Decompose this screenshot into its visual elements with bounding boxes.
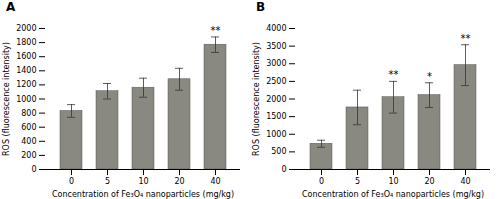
html-text:B: B xyxy=(256,0,266,14)
svg-text:400: 400 xyxy=(21,137,36,146)
svg-text:20: 20 xyxy=(424,177,434,186)
svg-text:800: 800 xyxy=(21,109,36,118)
svg-text:Concentration of Fe₃O₄ nanopar: Concentration of Fe₃O₄ nanoparticles (mg… xyxy=(302,190,484,199)
svg-text:**: ** xyxy=(461,33,471,44)
svg-text:ROS (fluorescence intensity): ROS (fluorescence intensity) xyxy=(252,42,261,156)
svg-text:5: 5 xyxy=(105,177,110,186)
svg-text:0: 0 xyxy=(319,177,324,186)
svg-text:1500: 1500 xyxy=(266,112,286,121)
svg-text:2000: 2000 xyxy=(266,95,286,104)
svg-text:0: 0 xyxy=(31,165,36,174)
svg-text:5: 5 xyxy=(355,177,360,186)
svg-text:600: 600 xyxy=(21,123,36,132)
svg-text:1400: 1400 xyxy=(16,66,36,75)
svg-text:40: 40 xyxy=(460,177,470,186)
svg-text:10: 10 xyxy=(138,177,148,186)
svg-text:200: 200 xyxy=(21,151,36,160)
svg-text:40: 40 xyxy=(210,177,220,186)
svg-text:1200: 1200 xyxy=(16,80,36,89)
svg-text:0: 0 xyxy=(69,177,74,186)
svg-text:**: ** xyxy=(211,25,221,36)
svg-text:Concentration of Fe₃O₄ nanopar: Concentration of Fe₃O₄ nanoparticles (mg… xyxy=(52,190,234,199)
svg-text:2000: 2000 xyxy=(16,24,36,33)
svg-text:1000: 1000 xyxy=(16,95,36,104)
svg-text:500: 500 xyxy=(271,147,286,156)
svg-text:ROS (fluorescence intensity): ROS (fluorescence intensity) xyxy=(2,42,11,156)
svg-text:20: 20 xyxy=(174,177,184,186)
svg-text:1000: 1000 xyxy=(266,130,286,139)
svg-text:*: * xyxy=(427,71,432,82)
svg-text:10: 10 xyxy=(388,177,398,186)
svg-text:**: ** xyxy=(389,69,399,80)
svg-text:3500: 3500 xyxy=(266,42,286,51)
svg-text:1800: 1800 xyxy=(16,38,36,47)
svg-text:1600: 1600 xyxy=(16,52,36,61)
html-text:A: A xyxy=(6,0,16,14)
svg-text:3000: 3000 xyxy=(266,59,286,68)
svg-text:0: 0 xyxy=(281,165,286,174)
svg-text:2500: 2500 xyxy=(266,77,286,86)
svg-text:4000: 4000 xyxy=(266,24,286,33)
